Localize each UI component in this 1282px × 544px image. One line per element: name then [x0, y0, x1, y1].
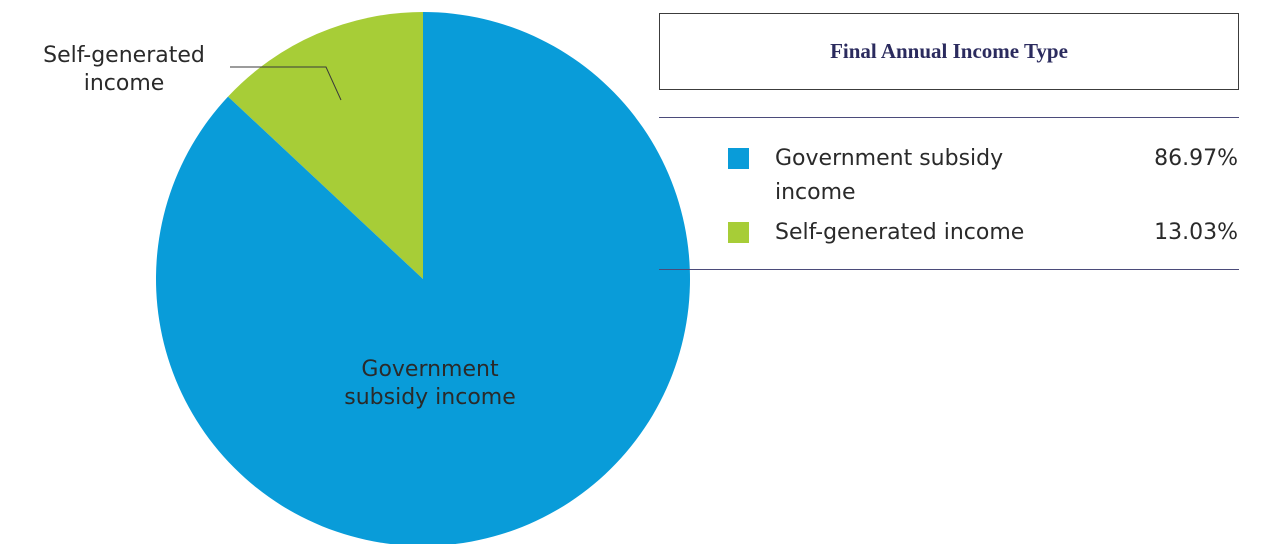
- legend: Government subsidy income 86.97% Self-ge…: [728, 142, 1238, 256]
- legend-value: 13.03%: [1154, 220, 1238, 245]
- chart-title-box: Final Annual Income Type: [659, 13, 1239, 90]
- legend-label: Government subsidy income: [775, 146, 1004, 205]
- legend-bottom-rule: [659, 269, 1239, 270]
- legend-top-rule: [659, 117, 1239, 118]
- pie-slice-self-generated: [228, 12, 423, 279]
- slice-label-self-generated: Self-generated income: [43, 43, 205, 96]
- legend-item-self-generated: Self-generated income 13.03%: [728, 216, 1238, 250]
- legend-item-government-subsidy: Government subsidy income 86.97%: [728, 142, 1238, 210]
- pie-slice-government-subsidy: [156, 12, 690, 544]
- legend-label: Self-generated income: [775, 220, 1025, 245]
- legend-swatch-self-generated: [728, 222, 749, 243]
- legend-value: 86.97%: [1154, 146, 1238, 171]
- chart-title: Final Annual Income Type: [830, 39, 1068, 63]
- slice-label-government-subsidy: Government subsidy income: [344, 357, 516, 410]
- pie-chart: Self-generated income Government subsidy in…: [43, 12, 690, 544]
- leader-line: [230, 66, 342, 101]
- legend-swatch-government-subsidy: [728, 148, 749, 169]
